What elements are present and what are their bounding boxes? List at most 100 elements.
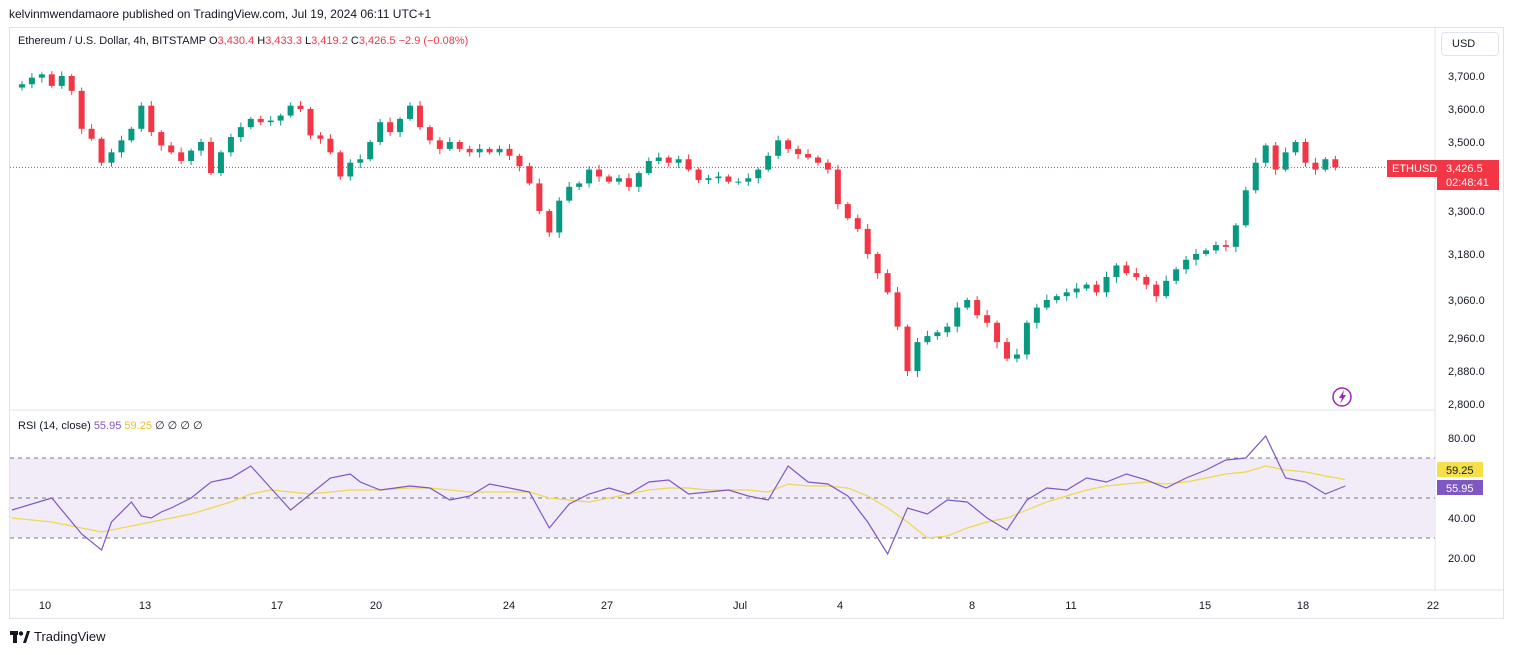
candle <box>287 102 294 118</box>
candle <box>665 155 672 167</box>
candle-body <box>506 148 513 156</box>
time-tick-label: 13 <box>139 600 151 612</box>
candle-body <box>128 128 135 141</box>
candle <box>188 148 195 166</box>
candle-body <box>1153 284 1160 297</box>
time-tick-label: 10 <box>39 600 51 612</box>
candle-body <box>635 173 642 187</box>
candle-body <box>1033 307 1040 323</box>
candle <box>436 137 443 155</box>
candle-body <box>615 178 622 182</box>
footer-brand[interactable]: TradingView <box>10 629 106 644</box>
candle <box>1232 223 1239 253</box>
chart-frame[interactable] <box>9 27 1504 619</box>
candle-body <box>1312 162 1319 170</box>
currency-button[interactable]: USD <box>1441 32 1499 56</box>
candle-body <box>446 142 453 149</box>
time-tick-label: 15 <box>1199 600 1211 612</box>
symbol-tag-bg <box>1387 160 1437 177</box>
candle <box>347 159 354 181</box>
candle-body <box>814 157 821 163</box>
candle-body <box>476 148 483 153</box>
rsi-band <box>10 457 1435 539</box>
candle-body <box>864 228 871 254</box>
candle <box>884 269 891 295</box>
low-label: L <box>305 35 312 47</box>
candle-body <box>456 142 463 149</box>
candle-body <box>1133 273 1140 277</box>
price-tick-label: 2,800.0 <box>1448 399 1485 411</box>
candle-body <box>1242 190 1249 226</box>
candle-body <box>247 118 254 128</box>
candle-body <box>178 152 185 161</box>
candle-body <box>675 159 682 163</box>
candle-body <box>148 105 155 133</box>
candle <box>486 146 493 155</box>
candle-body <box>1292 142 1299 153</box>
candle <box>805 149 811 160</box>
candle <box>68 74 75 95</box>
candle-body <box>1173 269 1180 281</box>
candle-body <box>1322 159 1329 170</box>
candle-body <box>1183 259 1190 270</box>
candle <box>277 113 284 126</box>
candle <box>1183 255 1190 274</box>
candle-body <box>208 142 214 174</box>
candle-body <box>138 105 145 129</box>
candle-body <box>1262 145 1269 163</box>
candle-body <box>337 152 344 177</box>
lightning-icon[interactable] <box>1332 387 1352 407</box>
candle <box>874 251 881 279</box>
candle <box>118 135 125 158</box>
candle <box>397 116 404 138</box>
candle <box>1193 248 1200 266</box>
candle <box>1163 275 1170 299</box>
time-tick-label: 17 <box>271 600 283 612</box>
rsi-legend: RSI (14, close) 55.95 59.25 ∅ ∅ ∅ ∅ <box>18 419 203 432</box>
change-value: −2.9 (−0.08%) <box>398 35 469 47</box>
candle <box>456 140 463 153</box>
candle <box>625 173 632 191</box>
candle <box>695 167 702 184</box>
candle <box>78 87 85 134</box>
symbol-label: Ethereum / U.S. Dollar, 4h, BITSTAMP <box>18 35 206 47</box>
candle <box>476 144 483 158</box>
axes: 3,700.0 3,600.0 3,500.0 3,300.0 3,180.0 3,060… <box>10 71 1485 612</box>
candle-body <box>347 162 354 177</box>
candle <box>426 125 433 145</box>
candle <box>247 116 254 130</box>
candle <box>108 148 115 167</box>
candle <box>785 138 792 154</box>
candle-body <box>1163 280 1170 297</box>
candle <box>1173 267 1180 285</box>
candle <box>138 102 145 132</box>
close-value: 3,426.5 <box>358 35 396 47</box>
price-tag-bg <box>1437 160 1499 190</box>
candle <box>1103 271 1110 297</box>
candle <box>755 167 762 184</box>
candle <box>1262 143 1269 167</box>
price-tick-label: 3,180.0 <box>1448 249 1485 261</box>
price-tick-label: 3,500.0 <box>1448 137 1485 149</box>
candle-body <box>38 74 45 78</box>
tradingview-logo-icon <box>10 630 30 643</box>
high-label: H <box>257 35 266 47</box>
candle <box>1292 140 1299 156</box>
candle <box>814 155 821 166</box>
candle <box>128 126 135 143</box>
candle <box>854 214 861 233</box>
candle-body <box>68 76 75 91</box>
candle-body <box>496 148 503 153</box>
time-tick-label: 27 <box>601 600 613 612</box>
candle <box>1252 157 1259 194</box>
candle-body <box>1332 159 1339 168</box>
rsi-legend-extra: ∅ <box>180 420 190 432</box>
candle <box>18 80 25 91</box>
candle-body <box>416 105 423 128</box>
candle <box>615 174 622 185</box>
candle <box>1043 294 1050 310</box>
candle <box>655 152 662 165</box>
candle <box>307 107 314 140</box>
candle <box>178 147 185 165</box>
